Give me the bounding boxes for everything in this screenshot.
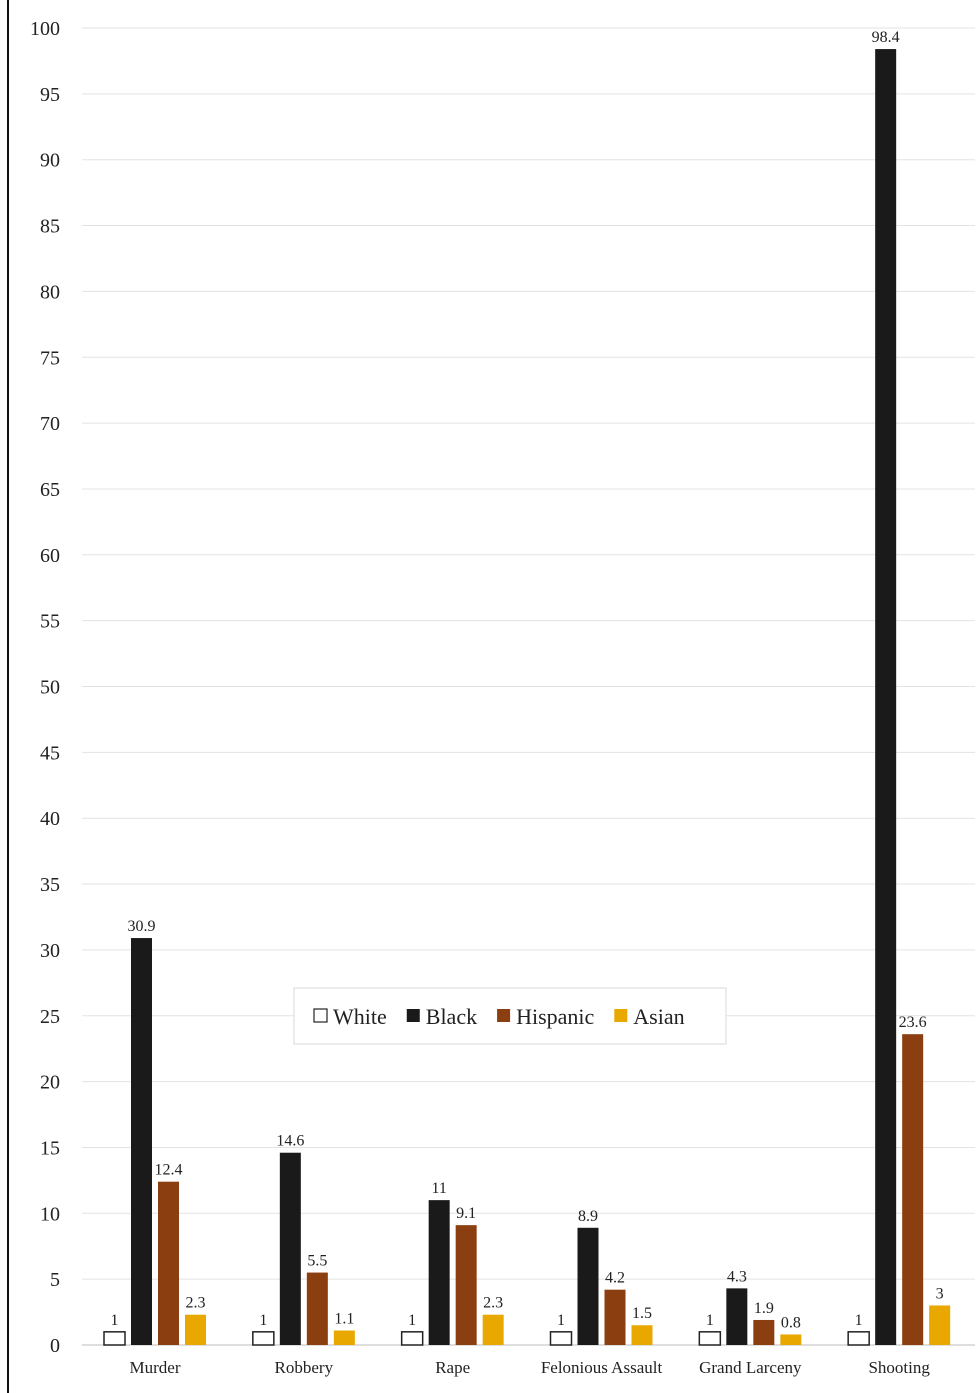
data-label: 11 <box>431 1180 446 1197</box>
data-label: 1 <box>408 1312 416 1329</box>
bar-black-rape <box>428 1200 450 1345</box>
x-category-label: Grand Larceny <box>699 1358 802 1377</box>
bar-white-murder <box>103 1331 126 1346</box>
legend-swatch-asian <box>614 1009 628 1022</box>
bar-black-grand-larceny <box>726 1288 748 1345</box>
bar-asian-shooting <box>929 1305 951 1345</box>
y-tick-label: 70 <box>40 413 60 435</box>
y-tick-label: 100 <box>30 18 60 40</box>
y-tick-label: 20 <box>40 1072 60 1094</box>
x-axis-categories: Murder Robbery Rape Felonious Assault Grand … <box>130 1358 931 1377</box>
legend: White Black Hispanic Asian <box>293 987 727 1045</box>
data-label: 4.2 <box>605 1270 625 1287</box>
bar-white-rape <box>400 1331 424 1346</box>
legend-swatch-white <box>313 1008 328 1023</box>
data-label: 1 <box>855 1312 863 1329</box>
bar-hispanic-robbery <box>306 1272 328 1345</box>
bar-white-grand-larceny <box>698 1331 722 1346</box>
x-category-label: Shooting <box>868 1358 930 1377</box>
legend-label-white: White <box>333 1004 387 1029</box>
data-label: 98.4 <box>872 29 900 46</box>
bar-hispanic-shooting <box>902 1034 924 1345</box>
legend-label-black: Black <box>426 1004 477 1029</box>
bar-asian-rape <box>482 1314 504 1345</box>
y-tick-label: 40 <box>40 808 60 830</box>
bar-hispanic-murder <box>158 1181 179 1345</box>
bar-black-shooting <box>875 49 897 1345</box>
y-tick-label: 25 <box>40 1006 60 1028</box>
data-label: 1 <box>259 1312 267 1329</box>
data-label: 3 <box>936 1285 944 1302</box>
y-tick-label: 75 <box>40 347 60 369</box>
bar-white-robbery <box>252 1331 275 1346</box>
y-tick-label: 90 <box>40 150 60 172</box>
y-tick-label: 0 <box>50 1335 60 1357</box>
bar-hispanic-felonious-assault <box>604 1289 626 1345</box>
data-label: 1.1 <box>334 1311 354 1328</box>
data-label: 4.3 <box>727 1268 747 1285</box>
bar-white-felonious-assault <box>549 1331 573 1346</box>
x-category-label: Robbery <box>275 1358 334 1377</box>
bar-asian-robbery <box>333 1330 355 1345</box>
data-label: 2.3 <box>186 1295 206 1312</box>
y-tick-label: 15 <box>40 1137 60 1159</box>
y-tick-label: 35 <box>40 874 60 896</box>
data-label: 8.9 <box>578 1208 598 1225</box>
y-tick-label: 80 <box>40 281 60 303</box>
y-tick-label: 55 <box>40 611 60 633</box>
y-tick-label: 95 <box>40 84 60 106</box>
bars <box>103 49 951 1346</box>
legend-label-asian: Asian <box>633 1004 684 1029</box>
legend-swatch-hispanic <box>497 1009 511 1022</box>
data-label: 23.6 <box>899 1014 927 1031</box>
bar-asian-murder <box>185 1314 206 1345</box>
bar-black-robbery <box>279 1152 301 1345</box>
data-label: 1.5 <box>632 1305 652 1322</box>
y-tick-label: 65 <box>40 479 60 501</box>
bar-hispanic-grand-larceny <box>753 1319 775 1345</box>
y-tick-label: 10 <box>40 1203 60 1225</box>
bar-black-murder <box>131 938 152 1345</box>
data-label: 5.5 <box>307 1253 327 1270</box>
data-label: 0.8 <box>781 1314 801 1331</box>
legend-swatch-black <box>406 1009 420 1022</box>
data-label: 1.9 <box>754 1300 774 1317</box>
data-label: 1 <box>706 1312 714 1329</box>
data-label: 30.9 <box>128 918 156 935</box>
bar-asian-grand-larceny <box>780 1334 802 1345</box>
bar-white-shooting <box>847 1331 870 1346</box>
y-tick-label: 45 <box>40 742 60 764</box>
data-label: 14.6 <box>276 1133 304 1150</box>
y-tick-label: 5 <box>50 1269 60 1291</box>
x-category-label: Felonious Assault <box>541 1358 663 1377</box>
y-tick-label: 50 <box>40 677 60 699</box>
bar-hispanic-rape <box>455 1225 477 1345</box>
gridlines <box>82 27 975 1346</box>
data-label: 1 <box>557 1312 565 1329</box>
bar-black-felonious-assault <box>577 1227 599 1345</box>
y-tick-label: 30 <box>40 940 60 962</box>
x-category-label: Rape <box>435 1358 470 1377</box>
x-category-label: Murder <box>130 1358 181 1377</box>
y-tick-label: 60 <box>40 545 60 567</box>
data-label: 2.3 <box>483 1295 503 1312</box>
data-label: 12.4 <box>155 1162 183 1179</box>
y-tick-label: 85 <box>40 216 60 238</box>
bar-asian-felonious-assault <box>631 1325 653 1345</box>
y-axis-ticks: 0 5 10 15 20 25 30 35 40 45 50 55 60 65 70 75 80 85 90 95 10… <box>30 18 60 1357</box>
data-label: 9.1 <box>456 1205 476 1222</box>
data-label: 1 <box>111 1312 119 1329</box>
legend-label-hispanic: Hispanic <box>516 1004 594 1029</box>
